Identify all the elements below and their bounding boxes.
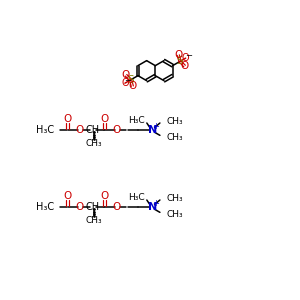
Text: H₃C: H₃C: [128, 193, 145, 202]
Text: O: O: [100, 114, 109, 124]
Text: O: O: [100, 191, 109, 201]
Text: CH₃: CH₃: [166, 133, 183, 142]
Text: CH: CH: [85, 202, 99, 212]
Text: N: N: [148, 202, 157, 212]
Text: −: −: [124, 76, 131, 85]
Text: O: O: [182, 53, 189, 63]
Text: H₃C: H₃C: [36, 125, 54, 135]
Text: O: O: [128, 81, 136, 91]
Text: H₃C: H₃C: [36, 202, 54, 212]
Text: O: O: [113, 125, 121, 135]
Text: CH₃: CH₃: [166, 194, 183, 203]
Text: O: O: [63, 114, 72, 124]
Text: +: +: [153, 199, 160, 208]
Text: S: S: [177, 56, 183, 66]
Text: O: O: [122, 70, 130, 80]
Text: +: +: [153, 122, 160, 130]
Text: O: O: [121, 78, 129, 88]
Text: O: O: [63, 191, 72, 201]
Text: O: O: [113, 202, 121, 212]
Text: N: N: [148, 125, 157, 135]
Text: O: O: [76, 125, 84, 135]
Text: CH: CH: [85, 125, 99, 135]
Text: CH₃: CH₃: [85, 139, 102, 148]
Text: H₃C: H₃C: [128, 116, 145, 125]
Text: CH₃: CH₃: [85, 215, 102, 224]
Text: CH₃: CH₃: [166, 210, 183, 219]
Text: O: O: [181, 61, 189, 71]
Text: −: −: [185, 51, 192, 60]
Text: S: S: [127, 75, 134, 85]
Text: O: O: [174, 50, 182, 60]
Text: O: O: [76, 202, 84, 212]
Text: CH₃: CH₃: [166, 117, 183, 126]
